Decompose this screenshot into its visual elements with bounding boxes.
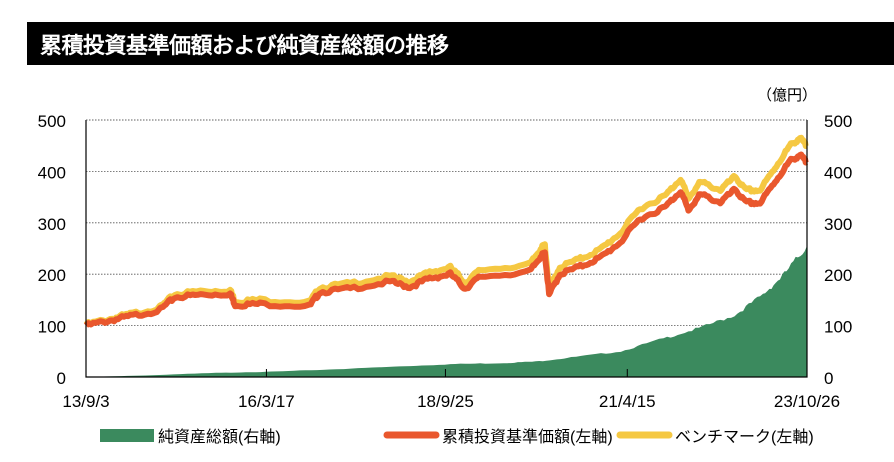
y-tick-label-left: 200 (38, 266, 66, 285)
y-tick-label-right: 200 (824, 266, 852, 285)
y-tick-label-left: 0 (57, 369, 66, 388)
series-line-nav (83, 151, 809, 328)
y-tick-label-right: 300 (824, 215, 852, 234)
x-tick-label: 16/3/17 (238, 392, 295, 411)
legend-label: 純資産総額(右軸) (158, 428, 281, 446)
chart-title: 累積投資基準価額および純資産総額の推移 (40, 34, 449, 59)
series-area-net-assets (86, 245, 807, 377)
legend-label: ベンチマーク(左軸) (675, 428, 814, 446)
axis-frame (85, 120, 808, 378)
y-tick-label-left: 400 (38, 163, 66, 182)
x-tick-label: 13/9/3 (62, 392, 109, 411)
y-tick-label-right: 500 (824, 112, 852, 131)
unit-label: （億円） (757, 87, 817, 104)
y-tick-label-right: 100 (824, 318, 852, 337)
x-tick-label: 21/4/15 (599, 392, 656, 411)
y-tick-label-left: 100 (38, 318, 66, 337)
y-tick-label-left: 300 (38, 215, 66, 234)
x-tick-label: 23/10/26 (774, 392, 840, 411)
legend-label: 累積投資基準価額(左軸) (442, 428, 613, 446)
x-tick-label: 18/9/25 (417, 392, 474, 411)
y-tick-label-right: 0 (824, 369, 833, 388)
y-tick-label-right: 400 (824, 163, 852, 182)
y-tick-label-left: 500 (38, 112, 66, 131)
title-bar: 累積投資基準価額および純資産総額の推移 (27, 22, 894, 65)
legend-swatch-net-assets (100, 429, 154, 442)
